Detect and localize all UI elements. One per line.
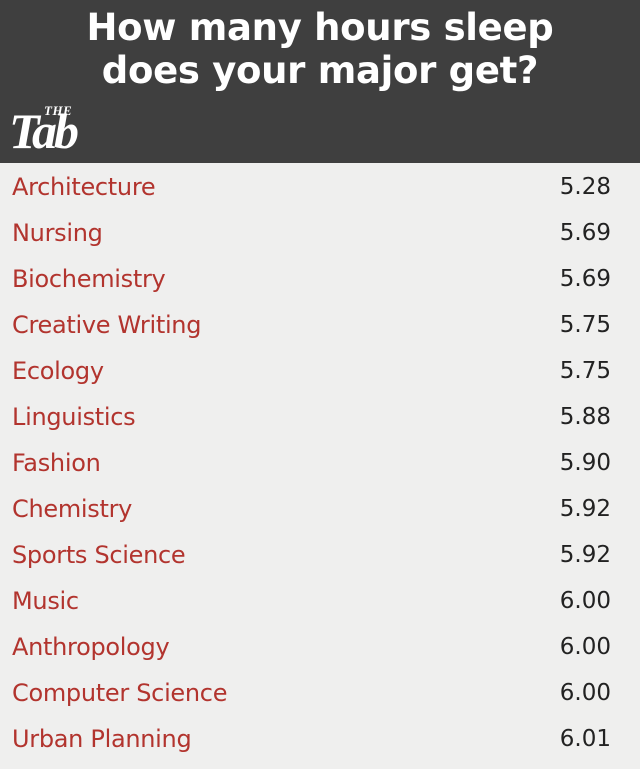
sleep-hours-value: 5.28 [559,174,611,200]
sleep-hours-value: 5.92 [559,542,611,568]
sleep-hours-value: 5.88 [559,404,611,430]
sleep-hours-value: 5.90 [559,450,611,476]
table-row: Fashion 5.90 [0,439,640,485]
table-row: Sports Science 5.92 [0,531,640,577]
table-row: Biochemistry 5.69 [0,255,640,301]
table-row: Urban Planning 6.01 [0,715,640,761]
table-row: Anthropology 6.00 [0,623,640,669]
sleep-hours-value: 5.69 [559,220,611,246]
sleep-hours-value: 6.00 [559,588,611,614]
sleep-table: Architecture 5.28 Nursing 5.69 Biochemistry 5… [0,163,640,761]
title-line-2: does your major get? [101,49,539,92]
major-label: Music [12,587,79,615]
table-row: Ecology 5.75 [0,347,640,393]
table-row: Architecture 5.28 [0,163,640,209]
sleep-hours-value: 5.69 [559,266,611,292]
sleep-hours-value: 6.01 [559,726,611,752]
header-banner: How many hours sleep does your major get… [0,0,640,163]
sleep-hours-value: 5.75 [559,358,611,384]
logo-the-text: THE [44,103,73,118]
major-label: Urban Planning [12,725,192,753]
major-label: Creative Writing [12,311,202,339]
sleep-hours-value: 5.75 [559,312,611,338]
table-row: Nursing 5.69 [0,209,640,255]
major-label: Fashion [12,449,101,477]
major-label: Linguistics [12,403,136,431]
table-row: Creative Writing 5.75 [0,301,640,347]
the-tab-logo: Tab THE [9,104,119,158]
major-label: Architecture [12,173,156,201]
major-label: Sports Science [12,541,186,569]
table-row: Chemistry 5.92 [0,485,640,531]
title-line-1: How many hours sleep [86,6,554,49]
table-row: Computer Science 6.00 [0,669,640,715]
major-label: Anthropology [12,633,170,661]
table-row: Linguistics 5.88 [0,393,640,439]
logo-tab-text: Tab [9,103,79,159]
major-label: Nursing [12,219,103,247]
major-label: Chemistry [12,495,133,523]
sleep-hours-value: 5.92 [559,496,611,522]
sleep-hours-value: 6.00 [559,634,611,660]
sleep-hours-value: 6.00 [559,680,611,706]
table-row: Music 6.00 [0,577,640,623]
major-label: Biochemistry [12,265,166,293]
major-label: Computer Science [12,679,228,707]
major-label: Ecology [12,357,104,385]
chart-title: How many hours sleep does your major get… [0,6,640,92]
